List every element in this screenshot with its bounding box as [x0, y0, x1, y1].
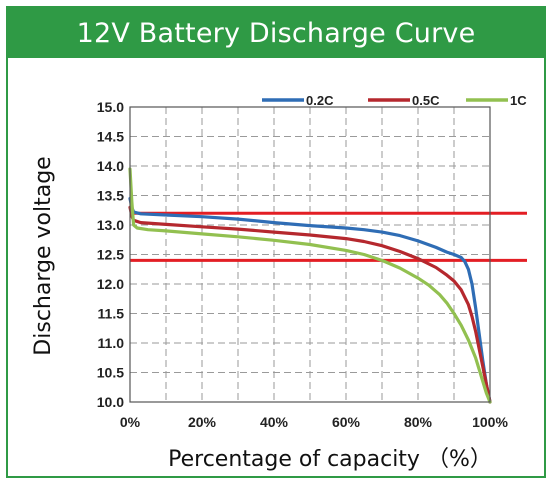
legend-label-0.2C: 0.2C [306, 93, 334, 108]
y-tick-label: 12.5 [97, 247, 124, 263]
legend-label-1C: 1C [510, 93, 527, 108]
x-tick-label: 20% [188, 414, 217, 430]
y-axis-title: Discharge voltage [31, 156, 56, 355]
series-lines [128, 167, 492, 404]
legend-label-0.5C: 0.5C [412, 93, 440, 108]
axes [129, 106, 491, 403]
chart-title: 12V Battery Discharge Curve [8, 8, 544, 58]
series-line-0.2C [128, 196, 492, 404]
y-tick-label: 11.5 [98, 306, 125, 322]
x-tick-label: 100% [472, 414, 508, 430]
reference-lines [130, 211, 527, 262]
y-tick-label: 10.0 [97, 394, 124, 410]
y-tick-label: 11.0 [98, 335, 125, 351]
y-tick-label: 15.0 [97, 99, 124, 115]
y-tick-label: 13.5 [97, 188, 124, 204]
chart-frame: 12V Battery Discharge Curve [6, 6, 546, 478]
x-tick-label: 60% [332, 414, 361, 430]
plot-border [129, 106, 491, 403]
x-tick-label: 0% [120, 414, 141, 430]
grid [130, 106, 490, 402]
x-tick-label: 80% [404, 414, 433, 430]
y-tick-label: 14.0 [97, 158, 124, 174]
series-line-1C [128, 167, 492, 404]
y-tick-label: 13.0 [97, 217, 124, 233]
x-tick-labels: 0% 20% 40% 60% 80% 100% [120, 414, 509, 430]
x-axis-title: Percentage of capacity （%） [168, 447, 492, 472]
x-tick-label: 40% [260, 414, 289, 430]
series-line-0.5C [128, 205, 492, 404]
y-tick-labels: 15.0 14.5 14.0 13.5 13.0 12.5 12.0 11.5 11.0 10.5… [97, 99, 124, 410]
y-tick-label: 10.5 [97, 365, 124, 381]
y-tick-label: 12.0 [97, 276, 124, 292]
legend: 0.2C 0.5C 1C [262, 93, 527, 108]
y-tick-label: 14.5 [97, 129, 124, 145]
